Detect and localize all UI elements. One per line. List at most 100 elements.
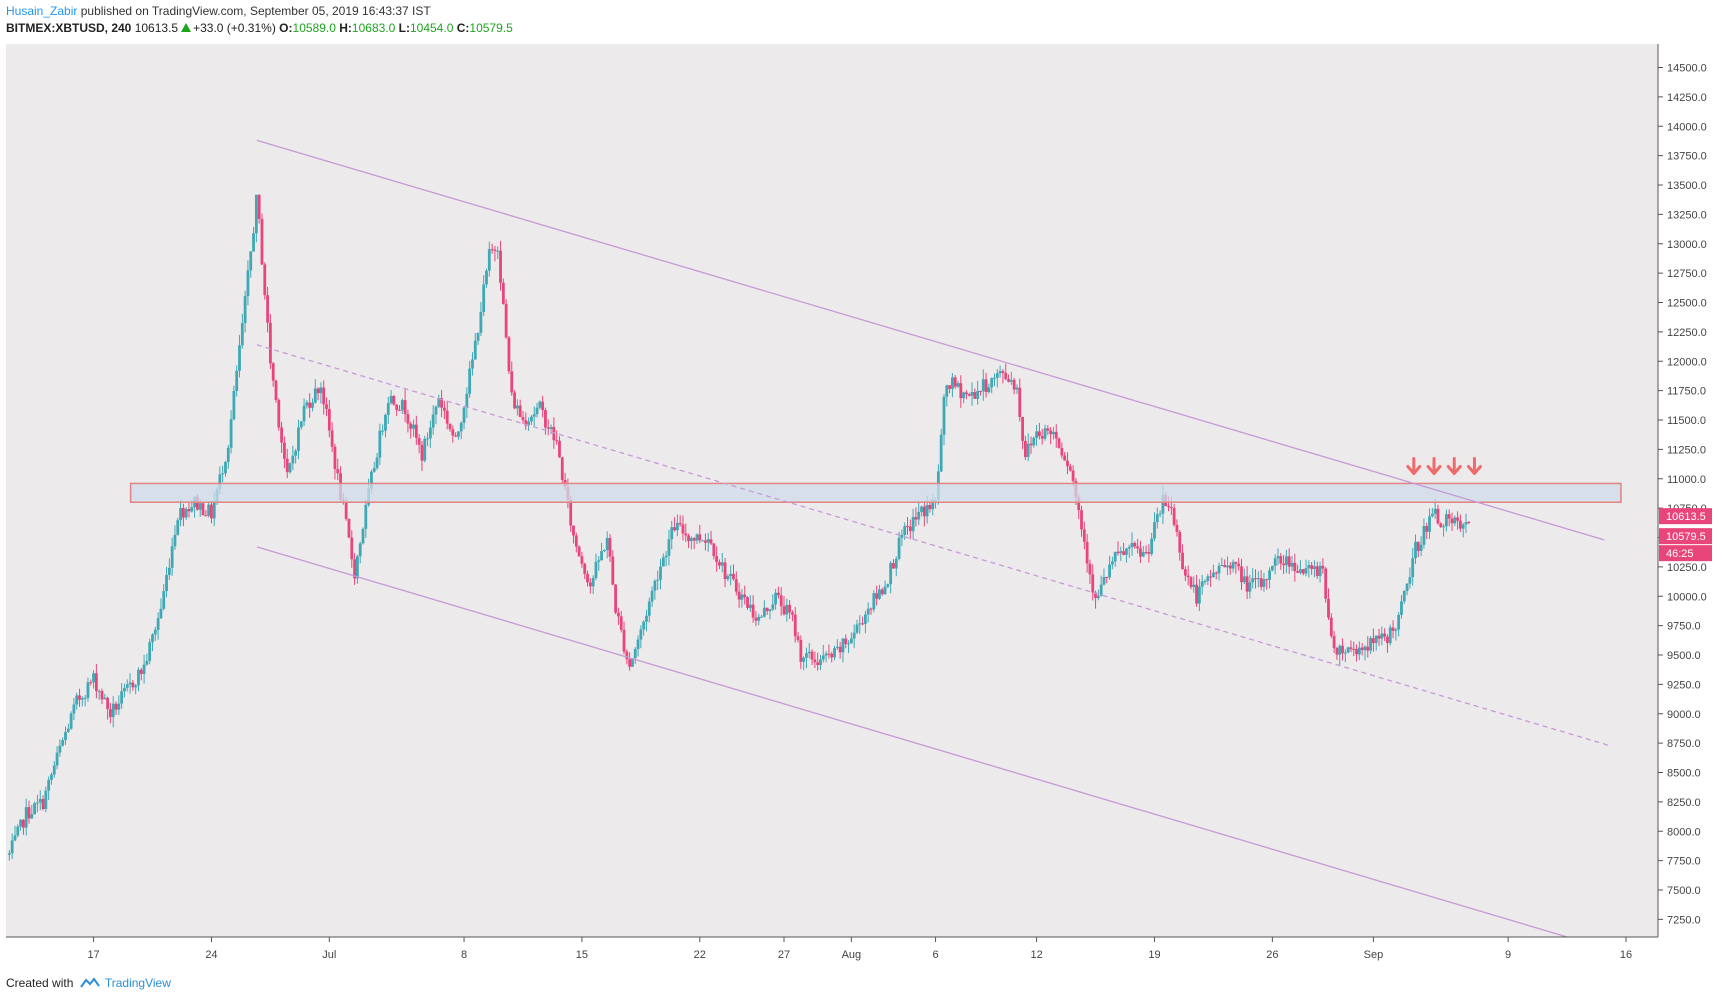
candle-body [1040,436,1044,439]
candle-body [908,526,912,532]
price-chart[interactable]: 7250.0 7500.0 7750.0 8000.0 8250.0 8500.0 8750… [0,44,1722,974]
candle-body [535,407,539,415]
candle-body [1060,447,1064,456]
candle-body [1021,416,1024,441]
candle-body [142,664,146,674]
y-tick-label: 13000.0 [1667,239,1707,251]
candle-body [513,392,516,409]
candle-body [266,295,269,323]
candle-body [36,802,39,804]
candle-body [608,538,612,557]
candle-body [1043,428,1047,439]
candle-body [813,659,817,663]
candle-body [153,629,157,635]
down-arrow-icon [1446,457,1462,476]
candle-body [942,396,946,435]
candle-body [156,618,160,630]
candle-body [1223,564,1227,568]
candle-body [10,840,14,854]
candle-body [1439,523,1443,527]
author-link[interactable]: Husain_Zabir [6,4,78,18]
candle-body [1433,508,1437,514]
candle-body [1276,556,1280,559]
candle-body [816,662,820,666]
candle-body [1153,522,1156,539]
candle-body [451,429,455,436]
candle-body [524,420,528,426]
candle-body [611,556,615,585]
candle-body [33,803,37,815]
candle-body [1411,558,1415,578]
candle-body [976,390,980,399]
candle-body [389,396,393,404]
candle-body [1315,566,1319,576]
candle-body [701,540,705,542]
x-tick-label: 24 [205,949,217,961]
candle-body [1125,548,1128,555]
low-value: 10454.0 [409,21,454,35]
candle-body [849,638,853,644]
candle-body [925,505,929,517]
candle-body [69,713,73,729]
candle-body [1425,526,1429,532]
candle-body [322,387,326,405]
candle-body [1023,440,1027,457]
candle-body [1405,583,1409,592]
candle-body [1369,638,1372,651]
candle-body [271,363,275,381]
candle-body [984,379,988,392]
low-label: L: [398,21,410,35]
candle-body [1088,563,1092,575]
candle-body [1183,569,1187,576]
candle-body [675,522,679,531]
candle-body [297,427,300,451]
candle-body [1248,582,1252,592]
tradingview-link[interactable]: TradingView [104,976,171,990]
candle-body [1447,514,1451,519]
candle-body [1414,541,1417,559]
close-price-badge-bg [1659,528,1712,545]
candle-body [1430,513,1434,517]
candle-body [1007,379,1010,382]
candle-body [1004,372,1008,380]
candle-body [1394,629,1398,631]
candle-body [361,528,365,544]
y-tick-label: 12000.0 [1667,356,1707,368]
price-change: +33.0 (+0.31%) [193,21,276,35]
up-triangle-icon [181,23,192,32]
candle-body [1099,584,1103,596]
candle-body [664,555,668,558]
candle-body [1150,538,1154,554]
candle-body [1366,646,1370,651]
candle-body [181,508,185,518]
candle-body [515,405,519,409]
x-tick-label: 8 [461,949,467,961]
candle-body [319,387,323,394]
candle-body [1419,544,1423,551]
candle-body [583,563,587,574]
candle-body [1242,576,1246,583]
footer: Created with TradingView [6,976,171,990]
candle-body [1158,513,1162,515]
candle-body [173,534,177,547]
symbol-label[interactable]: BITMEX:XBTUSD, 240 [6,21,132,35]
resistance-zone [129,482,1622,504]
candle-body [600,551,603,561]
candle-body [760,616,763,618]
candle-body [277,400,281,428]
candle-body [1220,564,1224,566]
candle-body [990,377,994,388]
candle-body [316,388,320,394]
candle-body [1038,431,1041,437]
candle-body [378,430,382,458]
candle-body [602,550,606,552]
candle-body [993,377,996,379]
y-tick-label: 9250.0 [1667,679,1701,691]
candle-body [423,438,427,461]
candle-body [1256,578,1260,580]
ohlc-legend: BITMEX:XBTUSD, 240 10613.5 +33.0 (+0.31%)… [6,21,513,35]
candle-body [114,703,118,710]
candle-body [207,504,211,516]
candle-body [1001,371,1005,373]
candle-body [617,612,620,617]
